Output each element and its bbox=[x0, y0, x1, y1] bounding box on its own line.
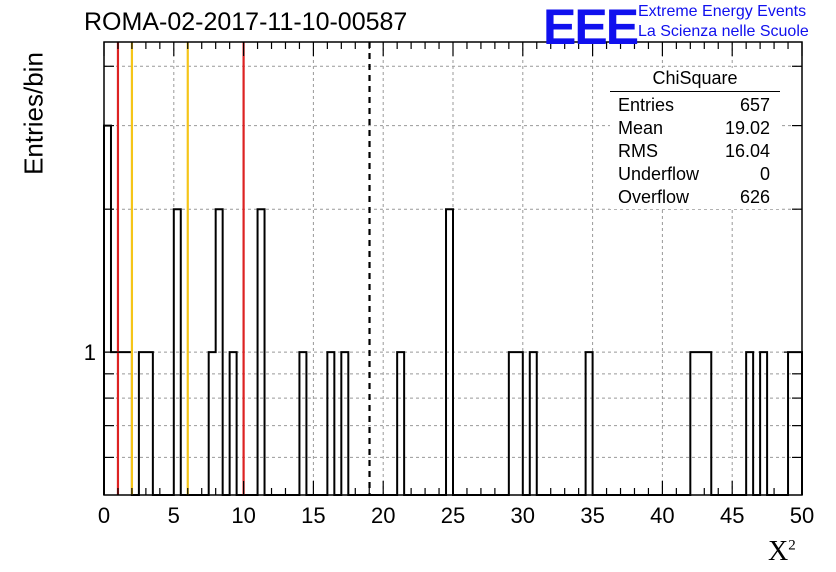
x-tick-label: 0 bbox=[98, 503, 110, 528]
histogram-bin bbox=[704, 352, 711, 495]
x-axis-label-text: X bbox=[768, 536, 789, 567]
histogram-bin bbox=[216, 209, 223, 495]
stats-row-entries: Entries 657 bbox=[610, 94, 780, 117]
eee-logo: EEE bbox=[543, 0, 639, 55]
stats-row-mean: Mean 19.02 bbox=[610, 117, 780, 140]
histogram-bin bbox=[139, 352, 146, 495]
histogram-bin bbox=[174, 209, 181, 495]
histogram-bin bbox=[746, 352, 753, 495]
x-tick-label: 40 bbox=[650, 503, 674, 528]
stats-value: 626 bbox=[739, 187, 770, 207]
x-tick-label: 15 bbox=[301, 503, 325, 528]
y-tick-label: 1 bbox=[84, 340, 96, 365]
stats-row-overflow: Overflow 626 bbox=[610, 186, 780, 209]
histogram-bin bbox=[446, 209, 453, 495]
histogram-bin bbox=[530, 352, 537, 495]
x-tick-label: 20 bbox=[371, 503, 395, 528]
stats-label: Entries bbox=[618, 95, 675, 115]
y-axis-label: Entries/bin bbox=[18, 52, 49, 175]
x-tick-label: 25 bbox=[441, 503, 465, 528]
x-tick-label: 10 bbox=[231, 503, 255, 528]
stats-row-rms: RMS 16.04 bbox=[610, 140, 780, 163]
stats-label: Underflow bbox=[618, 164, 700, 184]
stats-header: ChiSquare bbox=[610, 68, 780, 92]
stats-value: 16.04 bbox=[724, 141, 770, 161]
x-tick-label: 50 bbox=[790, 503, 814, 528]
x-axis-label-superscript: 2 bbox=[788, 537, 796, 554]
x-tick-label: 30 bbox=[511, 503, 535, 528]
histogram-bin bbox=[516, 352, 523, 495]
stats-label: RMS bbox=[618, 141, 658, 161]
stats-row-underflow: Underflow 0 bbox=[610, 163, 780, 186]
histogram-bin bbox=[209, 352, 216, 495]
x-tick-label: 35 bbox=[580, 503, 604, 528]
histogram-bin bbox=[341, 352, 348, 495]
histogram-bin bbox=[697, 352, 704, 495]
histogram-bin bbox=[104, 126, 111, 495]
histogram-bin bbox=[146, 352, 153, 495]
histogram-bin bbox=[760, 352, 767, 495]
x-axis-label: X2 bbox=[768, 536, 796, 568]
stats-value: 657 bbox=[739, 95, 770, 115]
stats-value: 19.02 bbox=[724, 118, 770, 138]
histogram-bin bbox=[327, 352, 334, 495]
logo-line-1: Extreme Energy Events bbox=[638, 3, 807, 20]
histogram-bin bbox=[258, 209, 265, 495]
x-tick-label: 45 bbox=[720, 503, 744, 528]
histogram-bin bbox=[509, 352, 516, 495]
stats-value: 0 bbox=[759, 164, 770, 184]
stats-rows: Entries 657 Mean 19.02 RMS 16.04 Underflow 0 Ove… bbox=[610, 94, 780, 209]
histogram-bin bbox=[397, 352, 404, 495]
x-tick-label: 5 bbox=[168, 503, 180, 528]
histogram-bin bbox=[230, 352, 237, 495]
logo-line-2: La Scienza nelle Scuole bbox=[638, 23, 809, 40]
histogram-bin bbox=[690, 352, 697, 495]
chart-title: ROMA-02-2017-11-10-00587 bbox=[84, 8, 408, 36]
stats-label: Mean bbox=[618, 118, 664, 138]
histogram-bin bbox=[299, 352, 306, 495]
stats-label: Overflow bbox=[618, 187, 690, 207]
stats-box: ChiSquare Entries 657 Mean 19.02 RMS 16.04 Und… bbox=[610, 68, 780, 209]
histogram-bin bbox=[586, 352, 593, 495]
